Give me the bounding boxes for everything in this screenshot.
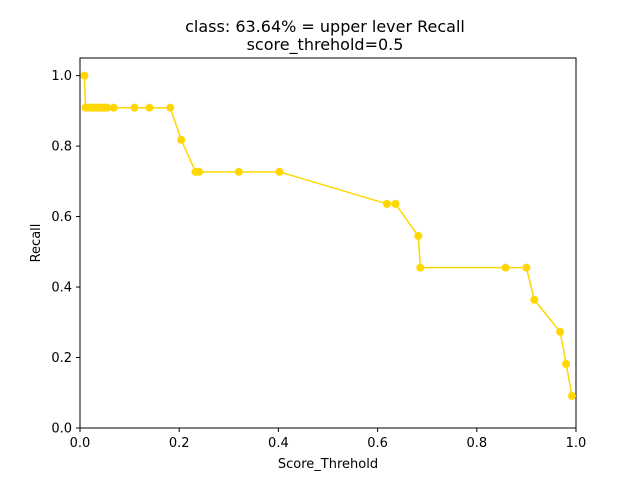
x-axis-label: Score_Threhold <box>278 457 378 472</box>
x-tick-label: 0.6 <box>367 436 388 451</box>
series-layer <box>80 71 577 400</box>
x-tick-label: 0.4 <box>268 436 289 451</box>
data-point <box>391 199 400 208</box>
data-point <box>103 103 112 112</box>
chart-subtitle: score_threhold=0.5 <box>247 35 404 55</box>
y-tick-label: 1.0 <box>51 69 72 84</box>
data-point <box>530 295 539 304</box>
data-point <box>522 263 531 272</box>
y-axis-label: Recall <box>29 224 44 263</box>
y-axis-ticks: 0.0 0.2 0.4 0.6 0.8 1.0 <box>51 69 80 437</box>
data-point <box>166 103 175 112</box>
data-point <box>275 167 284 176</box>
data-point <box>145 103 154 112</box>
x-tick-label: 0.8 <box>466 436 487 451</box>
y-tick-label: 0.2 <box>51 351 72 366</box>
data-point <box>562 359 571 368</box>
y-tick-label: 0.6 <box>51 210 72 225</box>
x-tick-label: 0.0 <box>70 436 91 451</box>
data-point <box>568 391 577 400</box>
data-point <box>130 103 139 112</box>
data-point <box>234 167 243 176</box>
data-point <box>109 103 118 112</box>
x-tick-label: 1.0 <box>566 436 587 451</box>
y-tick-label: 0.8 <box>51 140 72 155</box>
data-point <box>556 327 565 336</box>
data-point <box>414 231 423 240</box>
data-point <box>501 263 510 272</box>
chart-title: class: 63.64% = upper lever Recall <box>185 17 465 36</box>
plot-area-frame <box>79 57 577 429</box>
data-point <box>80 71 89 80</box>
data-point <box>383 199 392 208</box>
series-line <box>83 75 573 397</box>
data-point <box>177 135 186 144</box>
x-tick-label: 0.2 <box>169 436 190 451</box>
y-tick-label: 0.0 <box>51 422 72 437</box>
y-tick-label: 0.4 <box>51 281 72 296</box>
data-point <box>416 263 425 272</box>
data-point <box>195 167 204 176</box>
x-axis-ticks: 0.0 0.2 0.4 0.6 0.8 1.0 <box>70 428 587 451</box>
